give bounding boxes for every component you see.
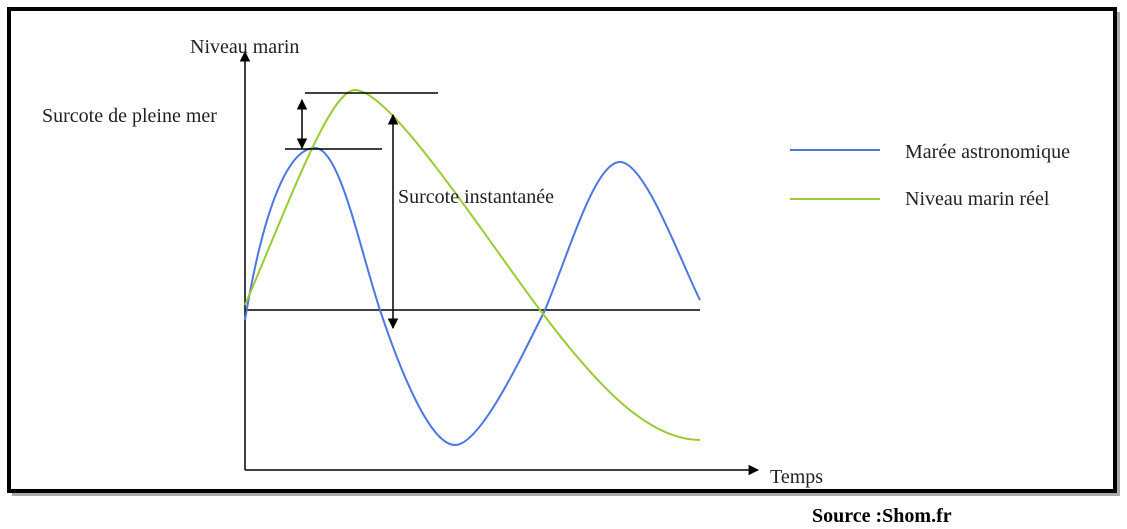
- annotation: Surcote instantanée: [398, 186, 554, 208]
- source: Source :Shom.fr: [812, 505, 952, 527]
- legend-label: Niveau marin réel: [905, 188, 1050, 210]
- x-axis-label: Temps: [770, 466, 823, 488]
- astronomical-tide-curve: [244, 146, 701, 447]
- legend-label: Marée astronomique: [905, 141, 1070, 163]
- frame: [7, 7, 1117, 493]
- y-axis-label: Niveau marin: [190, 36, 299, 58]
- annotation: Surcote de pleine mer: [42, 105, 217, 127]
- real-level-curve: [244, 88, 701, 441]
